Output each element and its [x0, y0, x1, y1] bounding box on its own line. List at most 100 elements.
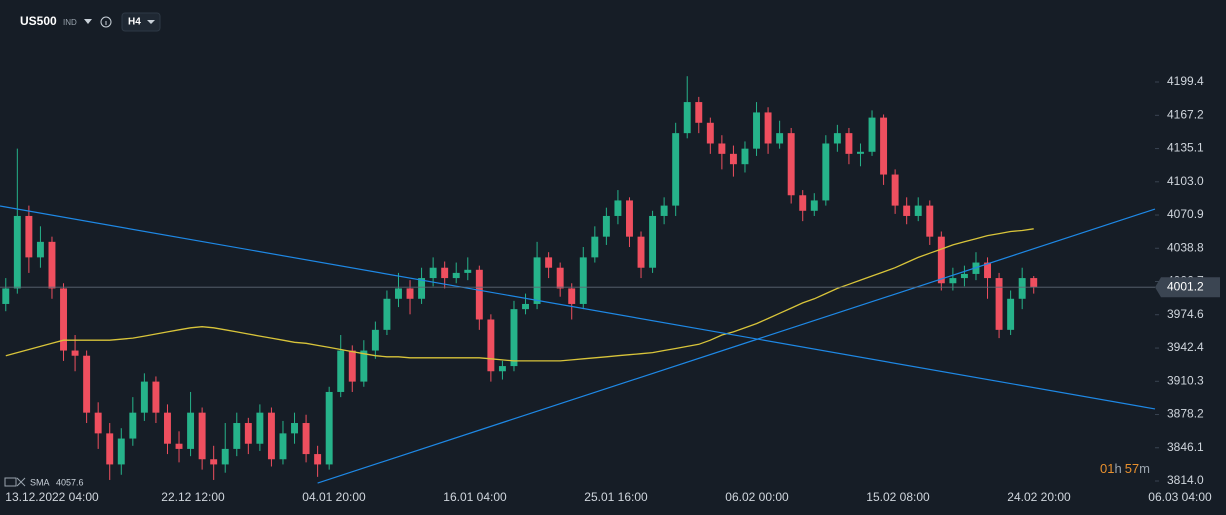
candle-body — [810, 200, 818, 211]
candle-body — [152, 381, 160, 413]
overlay: 3814.03846.13878.23910.33942.43974.64006… — [5, 74, 1220, 504]
info-icon[interactable] — [100, 16, 112, 28]
candle-body — [406, 288, 414, 299]
y-tick-label: 4135.1 — [1167, 141, 1204, 155]
candle-body — [464, 269, 472, 273]
candle-body — [164, 412, 171, 444]
candle-body — [1007, 298, 1015, 330]
candle-body — [83, 355, 91, 413]
candle-body — [1030, 278, 1038, 288]
indicator-icon[interactable] — [4, 477, 17, 487]
x-tick-label: 16.01 04:00 — [443, 490, 507, 504]
candle-body — [395, 288, 402, 299]
candle-body — [637, 236, 645, 268]
candle-body — [475, 269, 483, 320]
candle-body — [25, 215, 33, 258]
y-tick-label: 4038.8 — [1167, 240, 1204, 254]
plot-area — [0, 76, 1156, 484]
candle-body — [903, 205, 911, 216]
x-tick-label: 25.01 16:00 — [584, 490, 648, 504]
candle-body — [233, 423, 241, 449]
candle-body — [337, 350, 345, 392]
countdown-minutes: 57 — [1125, 461, 1139, 476]
candle-body — [360, 350, 368, 382]
candle-body — [960, 273, 968, 279]
candle-body — [71, 350, 79, 356]
candle-body — [533, 257, 541, 304]
y-tick-label: 3974.6 — [1167, 307, 1204, 321]
candle-body — [244, 423, 252, 444]
candle-body — [117, 438, 125, 465]
candle-body — [441, 267, 449, 279]
x-tick-label: 22.12 12:00 — [161, 490, 225, 504]
sma-line — [5, 228, 1034, 362]
candle-body — [695, 102, 703, 123]
candle-body — [279, 433, 287, 460]
candle-body — [187, 412, 195, 449]
candle-body — [129, 412, 137, 439]
candle-body — [857, 151, 864, 154]
candle-body — [649, 215, 657, 268]
x-tick-label: 04.01 20:00 — [302, 490, 366, 504]
candle-body — [429, 267, 437, 279]
candle-body — [718, 143, 726, 154]
candle-body — [880, 117, 888, 175]
countdown-hours: 01 — [1100, 461, 1114, 476]
candle-body — [660, 205, 668, 216]
candle-body — [36, 241, 44, 258]
indicator-value: 4057.6 — [56, 477, 84, 487]
candle-body — [325, 391, 333, 465]
candle-body — [210, 459, 218, 465]
candle-body — [614, 200, 622, 216]
candle-body — [175, 443, 183, 449]
candle-body — [568, 288, 576, 304]
candle-body — [256, 412, 264, 444]
candle-body — [1018, 278, 1026, 299]
symbol[interactable]: US500 — [20, 14, 57, 28]
candle-body — [302, 423, 310, 455]
candle-body — [2, 288, 10, 304]
candle-body — [510, 309, 518, 367]
candle-body — [94, 412, 102, 434]
candle-body — [626, 200, 633, 237]
candle-body — [348, 350, 356, 382]
candle-body — [522, 303, 529, 310]
candle-body — [672, 133, 680, 206]
candle-body — [221, 448, 229, 465]
price-tag — [1155, 277, 1220, 298]
candle-body — [314, 454, 322, 465]
candle-body — [926, 205, 934, 237]
indicator-close[interactable] — [16, 477, 26, 487]
candle-body — [706, 122, 714, 144]
y-tick-label: 3814.0 — [1167, 473, 1204, 487]
candle-body — [683, 102, 691, 134]
timeframe-button[interactable] — [121, 12, 161, 32]
candle-body — [891, 174, 899, 206]
candle-body — [591, 236, 599, 258]
candle-body — [729, 153, 737, 165]
timeframe: H4 — [128, 17, 141, 28]
candle-body — [452, 272, 460, 279]
y-tick-label: 4103.0 — [1167, 174, 1204, 188]
x-tick-label: 15.02 08:00 — [866, 490, 930, 504]
candle-body — [291, 423, 298, 434]
candle-body — [106, 433, 114, 465]
countdown: 01h 57m — [1100, 461, 1150, 476]
candle-body — [833, 133, 841, 144]
dropdown-icon[interactable] — [84, 19, 92, 24]
candle-body — [140, 381, 148, 413]
candle-body — [487, 319, 495, 372]
candle-body — [267, 412, 275, 460]
candle-body — [545, 257, 553, 268]
candle-body — [984, 262, 991, 279]
candle-body — [556, 267, 564, 289]
x-tick-label: 13.12.2022 04:00 — [5, 490, 99, 504]
candle-body — [48, 241, 56, 289]
candle-body — [60, 288, 67, 351]
candle-body — [914, 205, 922, 216]
candle-body — [995, 278, 1003, 330]
candle-body — [602, 215, 610, 237]
candle-body — [498, 366, 506, 372]
candle-body — [937, 236, 945, 284]
